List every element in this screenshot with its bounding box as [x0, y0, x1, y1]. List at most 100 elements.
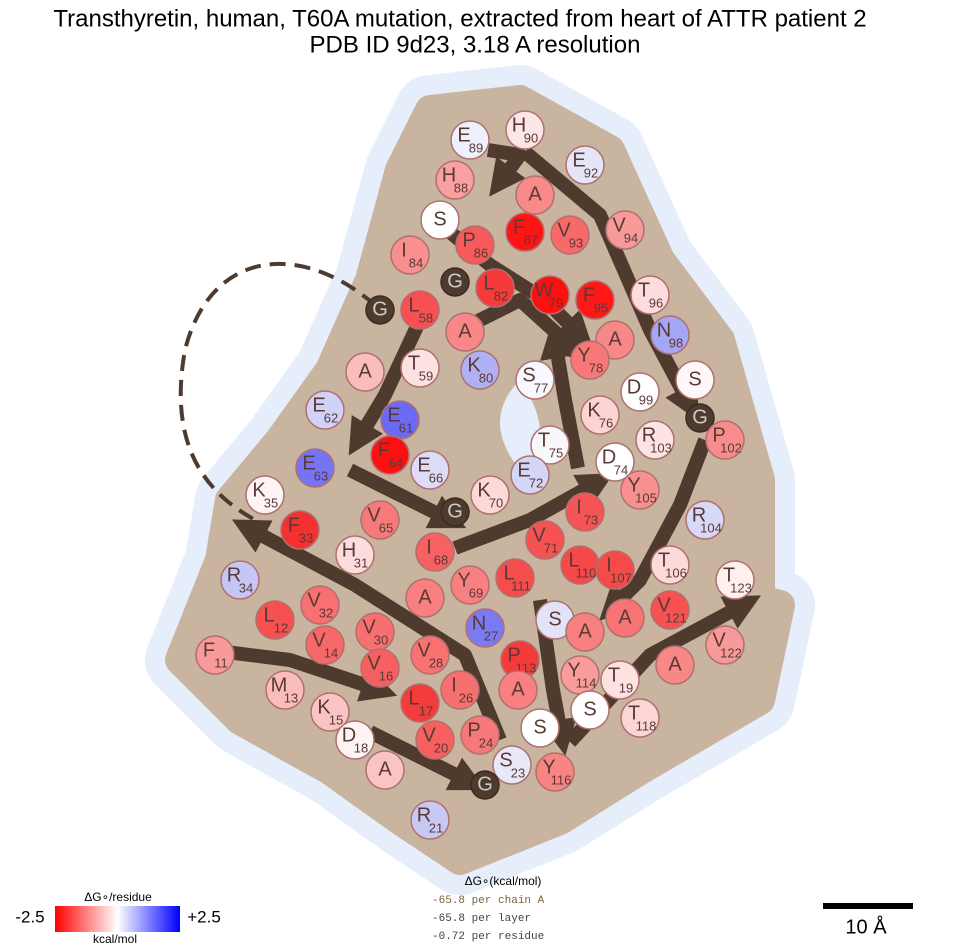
beta-strand: [346, 463, 467, 529]
residue-number: 84: [409, 255, 423, 270]
residue: E89: [450, 120, 490, 160]
residue-number: 98: [669, 335, 683, 350]
residue: V16: [360, 648, 400, 688]
residue-number: 110: [576, 565, 597, 580]
residue-number: 68: [434, 552, 448, 567]
residue-blob: [335, 720, 375, 760]
residue-blob: [440, 670, 480, 710]
residue-blob: [310, 692, 350, 732]
residue-letter: G: [372, 298, 388, 320]
residue-blob: [498, 670, 538, 710]
residue-number: 87: [524, 232, 538, 247]
residue-number: 82: [494, 288, 508, 303]
residue-number: 77: [534, 380, 548, 395]
residue-blob: [335, 535, 375, 575]
residue-letter: K: [317, 696, 331, 718]
residue-letter: N: [472, 612, 486, 634]
residue: G: [685, 403, 715, 433]
title-line: PDB ID 9d23, 3.18 A resolution: [310, 31, 641, 58]
residue-letter: E: [312, 394, 325, 416]
residue-letter: D: [342, 724, 356, 746]
residue: S: [420, 200, 460, 240]
residue-number: 13: [284, 690, 298, 705]
residue-number: 72: [529, 475, 543, 490]
residue-letter: F: [378, 439, 390, 461]
residue-number: 79: [549, 295, 563, 310]
residue-letter: Y: [567, 659, 580, 681]
residue-blob: [400, 348, 440, 388]
residue: V14: [305, 625, 345, 665]
residue-blob: [685, 500, 725, 540]
residue-blob: [655, 645, 695, 685]
residue-blob: [455, 225, 495, 265]
residue: A: [365, 750, 405, 790]
residue-number: 59: [419, 368, 433, 383]
residue-blob: [410, 800, 450, 840]
residue: L17: [400, 683, 440, 723]
residue-blob: [305, 625, 345, 665]
residue-letter: H: [342, 539, 356, 561]
scale-bar: 10 Å: [823, 903, 913, 938]
residue-letter: L: [483, 272, 494, 294]
residue-letter: V: [417, 639, 431, 661]
residue: G: [440, 267, 470, 297]
residue-letter: R: [642, 424, 656, 446]
residue-letter: V: [657, 594, 671, 616]
residue: Y69: [450, 565, 490, 605]
residue-letter: Y: [627, 474, 640, 496]
residue-letter: F: [583, 284, 595, 306]
residue-number: 30: [374, 632, 388, 647]
residue: T96: [630, 275, 670, 315]
residue-letter: V: [362, 616, 376, 638]
residue-blob: [510, 455, 550, 495]
residue-number: 121: [665, 610, 687, 625]
residue-number: 11: [214, 655, 228, 670]
residue-number: 31: [354, 555, 368, 570]
residue: G: [470, 770, 500, 800]
residue-blob: [420, 200, 460, 240]
residue-letter: V: [712, 629, 726, 651]
residue: L58: [400, 290, 440, 330]
residue-number: 78: [589, 360, 603, 375]
residue-letter: W: [535, 279, 554, 301]
beta-strand: [540, 322, 585, 470]
residue-number: 15: [329, 712, 343, 727]
beta-strand: [348, 317, 427, 456]
residue-blob: [605, 210, 645, 250]
residue-letter: T: [608, 664, 620, 686]
residue-blob: [685, 403, 715, 433]
residue-number: 27: [484, 628, 498, 643]
residue: A: [345, 352, 385, 392]
residue-letter: T: [628, 702, 640, 724]
residue-letter: A: [618, 606, 632, 628]
residue-letter: D: [602, 446, 616, 468]
residue-blob: [400, 683, 440, 723]
residue-letter: G: [447, 500, 463, 522]
residue-number: 19: [619, 680, 633, 695]
residue: L82: [475, 268, 515, 308]
residue-letter: V: [557, 219, 571, 241]
residue-letter: I: [451, 674, 457, 696]
stats-line: -0.72 per residue: [432, 931, 544, 943]
residue: E72: [510, 455, 550, 495]
color-legend: ΔG∘/residue -2.5 +2.5 kcal/mol: [15, 890, 220, 946]
residue-letter: I: [401, 239, 407, 261]
residue-letter: E: [572, 149, 585, 171]
residue-letter: A: [458, 320, 472, 342]
residue-number: 102: [720, 440, 742, 455]
legend-units: kcal/mol: [93, 932, 137, 946]
residue: D99: [620, 372, 660, 412]
residue: E62: [305, 390, 345, 430]
residue-letter: E: [517, 459, 530, 481]
residue-number: 76: [599, 415, 613, 430]
residue-blob: [365, 750, 405, 790]
residue-number: 92: [584, 165, 598, 180]
residue-blob: [365, 295, 395, 325]
